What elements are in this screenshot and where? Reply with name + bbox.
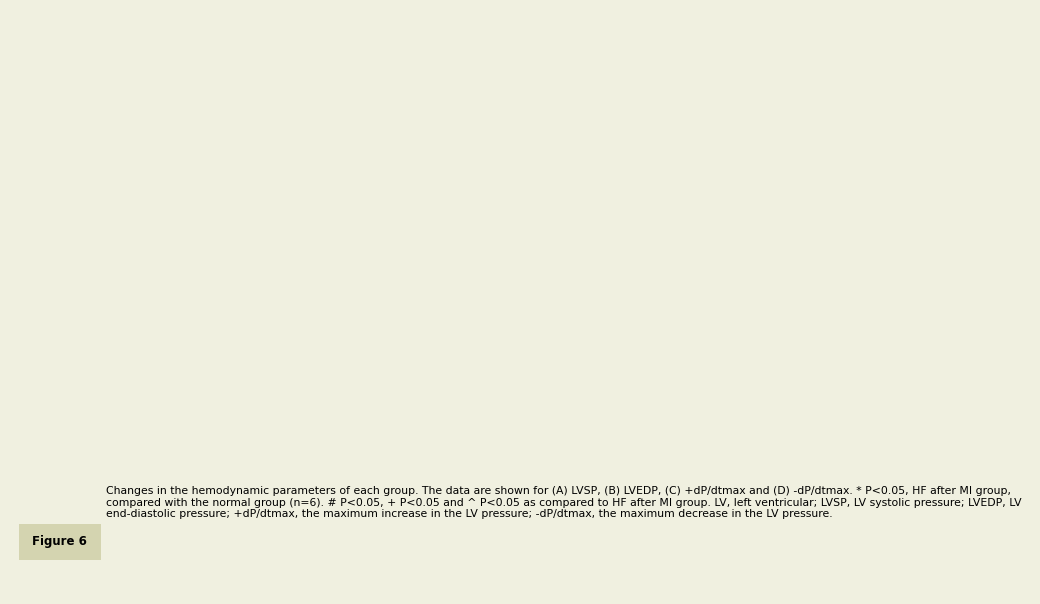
X-axis label: B: B [701, 247, 713, 265]
Text: ^: ^ [818, 242, 830, 255]
X-axis label: D: D [700, 464, 714, 483]
Legend: Normal, HF after MI, EDDS, EDDS&BMSCs: Normal, HF after MI, EDDS, EDDS&BMSCs [391, 266, 493, 324]
Legend: Normal, HF after MI, EDDS, EDDS&BMSCs: Normal, HF after MI, EDDS, EDDS&BMSCs [869, 48, 971, 106]
Title: LVSP: LVSP [208, 31, 250, 46]
Text: *: * [186, 87, 193, 101]
X-axis label: C: C [223, 464, 235, 483]
Text: #: # [740, 378, 752, 391]
Y-axis label: mmHg: mmHg [506, 127, 517, 162]
Bar [569, 156, 612, 164]
Bar [725, 266, 768, 358]
Title: +dp/dt: +dp/dt [200, 248, 258, 263]
Legend: Normal, HF after MI, EDDS, EDDS&BMSCs: Normal, HF after MI, EDDS, EDDS&BMSCs [391, 48, 493, 106]
Bar [803, 266, 846, 350]
Bar [168, 128, 211, 242]
Bar [647, 266, 690, 382]
Bar [90, 91, 133, 242]
Y-axis label: -dp/dt  Max(mmHg): -dp/dt Max(mmHg) [494, 312, 503, 413]
Bar [246, 324, 289, 459]
Bar [246, 133, 289, 242]
Bar [90, 313, 133, 459]
Title: +dp/dt: +dp/dt [678, 248, 736, 263]
Text: #: # [740, 207, 752, 221]
Text: Figure 6: Figure 6 [32, 535, 87, 548]
Y-axis label: mmHg: mmHg [30, 127, 41, 162]
Text: *: * [186, 355, 193, 369]
Y-axis label: +dp/dt  Max(mmHg): +dp/dt Max(mmHg) [24, 309, 34, 416]
Text: *: * [665, 406, 672, 420]
Bar [647, 103, 690, 164]
Text: Changes in the hemodynamic parameters of each group. The data are shown for (A) : Changes in the hemodynamic parameters of… [106, 486, 1021, 519]
Bar [725, 164, 768, 184]
Text: ^: ^ [340, 62, 352, 76]
Text: *: * [665, 54, 672, 68]
Legend: Normal, HF after MI, EDDS, EDDS&BMSCs: Normal, HF after MI, EDDS, EDDS&BMSCs [869, 266, 971, 324]
Text: #: # [262, 288, 274, 301]
Bar [324, 306, 367, 459]
Text: ^: ^ [340, 267, 352, 281]
X-axis label: A: A [223, 247, 235, 265]
Text: ^: ^ [818, 382, 830, 396]
Bar [803, 164, 846, 195]
Bar [569, 266, 612, 309]
Bar [324, 103, 367, 242]
Bar [168, 388, 211, 459]
Title: LVEDP: LVEDP [680, 31, 734, 46]
